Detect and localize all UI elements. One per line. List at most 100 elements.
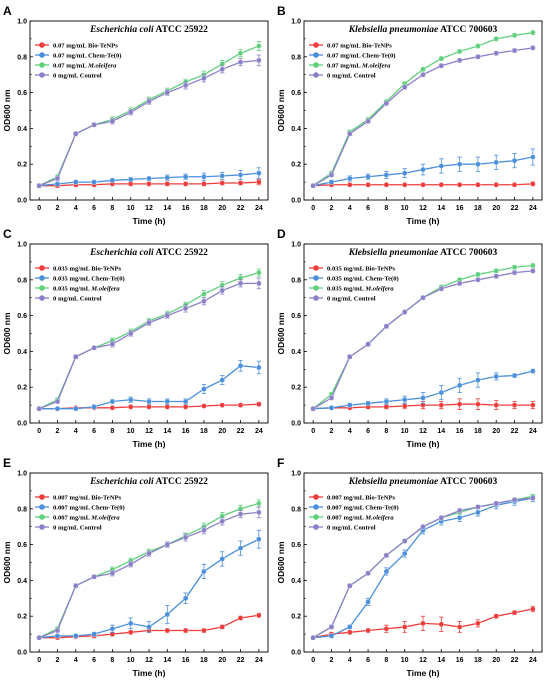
data-point <box>237 615 244 621</box>
legend-label-concentration: 0.035 mg/mL <box>327 275 365 282</box>
data-point <box>256 280 262 287</box>
x-axis-label: Time (h) <box>133 668 166 678</box>
panel-d: D Klebsiella pneumoniae ATCC 700603 0.0 0.2… <box>276 227 543 449</box>
legend-entry: 0.07 mg/mL Bio-TeNPs <box>35 42 118 49</box>
x-tick-label: 18 <box>474 657 482 664</box>
data-point <box>164 627 171 634</box>
series-control <box>36 277 262 412</box>
data-point <box>91 631 97 637</box>
data-point <box>201 403 207 409</box>
data-point <box>146 175 152 182</box>
chart-title-species: Klebsiella pneumoniae <box>348 25 439 35</box>
data-point <box>219 173 226 179</box>
data-point <box>127 561 134 568</box>
legend-marker <box>39 524 45 530</box>
data-point <box>201 386 207 392</box>
legend-label-concentration: 0 mg/mL <box>327 524 354 531</box>
x-axis-label: Time (h) <box>407 439 440 449</box>
chart-title-species: Klebsiella pneumoniae <box>348 248 439 258</box>
y-tick-label: 0.6 <box>291 313 301 320</box>
legend-marker <box>313 265 319 271</box>
legend-entry: 0.07 mg/mL M.oleifera <box>35 62 117 69</box>
data-point <box>256 509 262 516</box>
x-tick-label: 16 <box>182 657 190 664</box>
panel-letter: C <box>3 227 12 241</box>
y-tick-label: 0.2 <box>291 162 301 169</box>
legend-marker <box>39 504 45 510</box>
data-point <box>475 271 481 278</box>
x-tick-label: 10 <box>127 205 135 212</box>
legend-entry: 0.07 mg/mL Bio-TeNPs <box>309 42 392 49</box>
data-point <box>475 504 481 510</box>
y-tick-label: 0.8 <box>17 277 27 284</box>
x-tick-label: 14 <box>163 657 171 664</box>
data-point <box>530 268 536 274</box>
legend-marker <box>39 52 45 58</box>
legend-label-treatment: Chem-Te(0) <box>362 52 395 59</box>
data-point <box>383 398 390 405</box>
data-point <box>401 181 408 188</box>
data-point <box>420 181 426 188</box>
data-point <box>438 514 445 521</box>
data-point <box>383 323 390 330</box>
x-tick-label: 10 <box>401 205 409 212</box>
data-point <box>493 373 500 380</box>
data-point <box>182 181 189 187</box>
data-point <box>438 285 445 292</box>
data-point <box>438 62 445 69</box>
legend-marker <box>313 275 319 281</box>
x-tick-label: 18 <box>474 205 482 212</box>
data-point <box>256 401 262 408</box>
data-point <box>146 98 152 105</box>
data-point <box>256 179 262 185</box>
data-point <box>438 389 445 396</box>
data-point <box>109 625 116 632</box>
data-point <box>219 556 226 562</box>
data-point <box>456 624 463 630</box>
x-tick-label: 6 <box>366 657 370 664</box>
data-point <box>365 181 371 188</box>
x-tick-label: 14 <box>163 428 171 435</box>
x-tick-label: 14 <box>437 428 445 435</box>
y-tick-label: 0.4 <box>291 349 301 356</box>
data-point <box>456 514 463 521</box>
data-point <box>91 122 97 128</box>
data-point <box>237 280 244 287</box>
data-point <box>237 172 244 178</box>
data-point <box>54 398 61 405</box>
x-tick-label: 8 <box>384 428 388 435</box>
x-tick-label: 10 <box>401 428 409 435</box>
x-tick-label: 12 <box>145 205 153 212</box>
series-control <box>36 506 262 641</box>
data-point <box>256 57 262 64</box>
data-point <box>511 32 518 39</box>
data-point <box>383 100 390 107</box>
legend-label-concentration: 0.007 mg/mL <box>53 514 91 521</box>
chart-title-strain: ATCC 25922 <box>154 248 208 258</box>
data-point <box>493 402 500 408</box>
data-point <box>475 401 481 408</box>
legend-label-treatment: M.oleifera <box>361 62 391 69</box>
x-axis-label: Time (h) <box>407 668 440 678</box>
x-axis-label: Time (h) <box>133 439 166 449</box>
x-tick-label: 24 <box>529 205 537 212</box>
legend-label-treatment: Bio-TeNPs <box>91 265 121 272</box>
data-point <box>383 625 390 632</box>
legend-entry: 0.07 mg/mL M.oleifera <box>309 62 391 69</box>
data-point <box>420 71 426 78</box>
legend-label-treatment: M.oleifera <box>90 514 120 521</box>
chart-title-strain: ATCC 700603 <box>438 477 497 487</box>
legend-marker <box>39 285 45 291</box>
legend-label-treatment: M.oleifera <box>87 62 117 69</box>
legend-label-concentration: 0.035 mg/mL <box>53 265 91 272</box>
legend-marker <box>313 42 319 48</box>
series-bio_tenps <box>310 605 536 641</box>
legend-label-treatment: Control <box>354 72 376 79</box>
data-point <box>511 402 518 408</box>
chart-title: Escherichia coli ATCC 25922 <box>89 477 208 487</box>
x-tick-label: 2 <box>330 205 334 212</box>
data-point <box>420 166 426 173</box>
x-tick-label: 4 <box>348 205 352 212</box>
y-tick-label: 0.4 <box>17 578 27 585</box>
data-point <box>201 181 207 187</box>
